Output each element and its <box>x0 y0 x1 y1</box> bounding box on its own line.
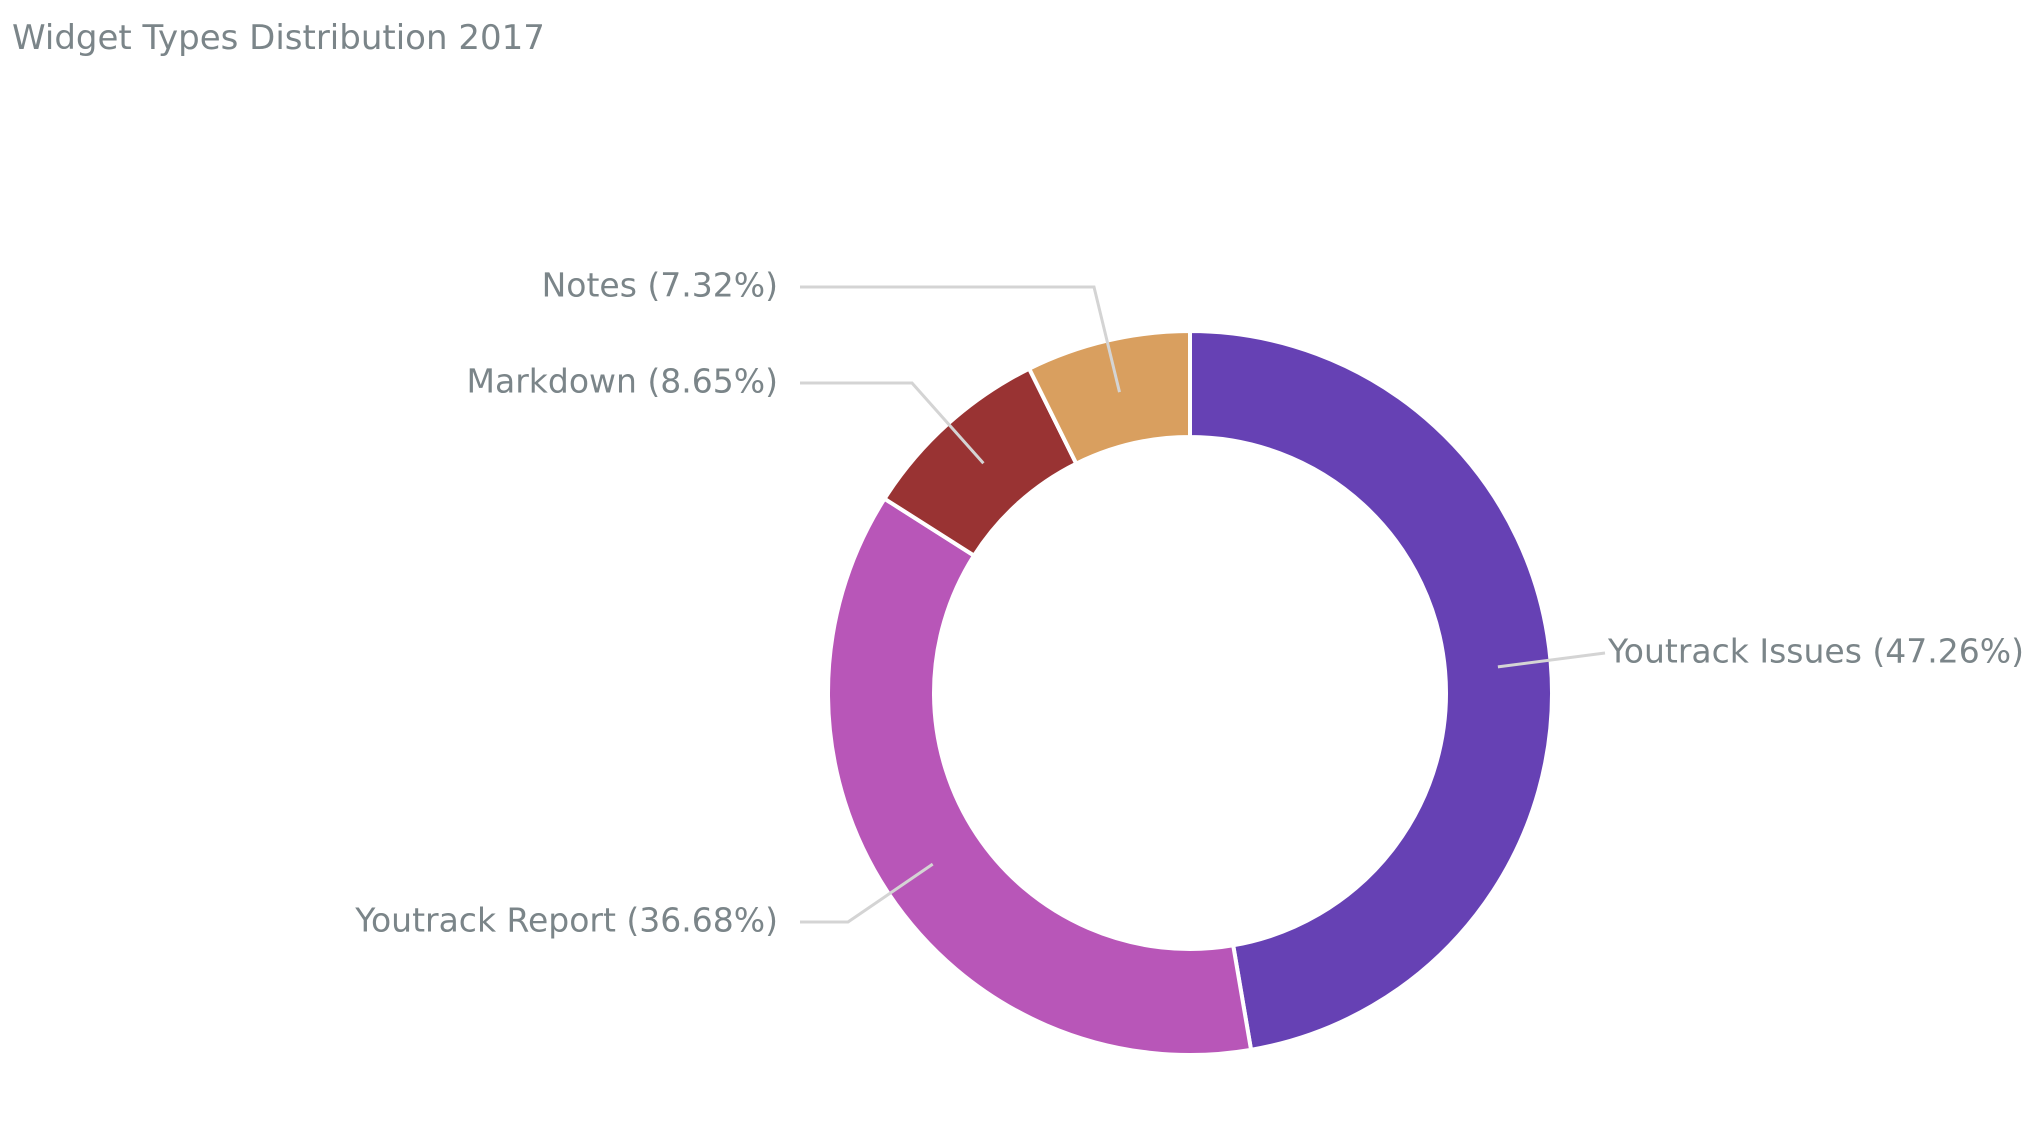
chart-title: Widget Types Distribution 2017 <box>12 18 545 58</box>
leader-line-youtrack-report <box>800 862 934 924</box>
leader-line-notes <box>800 285 1121 393</box>
slice-label-notes: Notes (7.32%) <box>542 266 778 305</box>
slice-label-markdown: Markdown (8.65%) <box>467 362 779 401</box>
slice-label-youtrack-report: Youtrack Report (36.68%) <box>354 901 778 940</box>
slice-label-youtrack-issues: Youtrack Issues (47.26%) <box>1607 632 2022 671</box>
leader-line-markdown <box>800 381 985 465</box>
leader-line-youtrack-issues <box>1497 651 1606 669</box>
slices-group <box>826 328 1554 1057</box>
donut-slice-youtrack-issues[interactable] <box>1188 328 1554 1053</box>
donut-slice-youtrack-report[interactable] <box>826 495 1254 1057</box>
donut-slice-notes[interactable] <box>1026 328 1192 467</box>
leader-lines-group <box>800 285 1606 924</box>
slice-labels-group: Youtrack Issues (47.26%) Youtrack Report … <box>354 266 2022 940</box>
